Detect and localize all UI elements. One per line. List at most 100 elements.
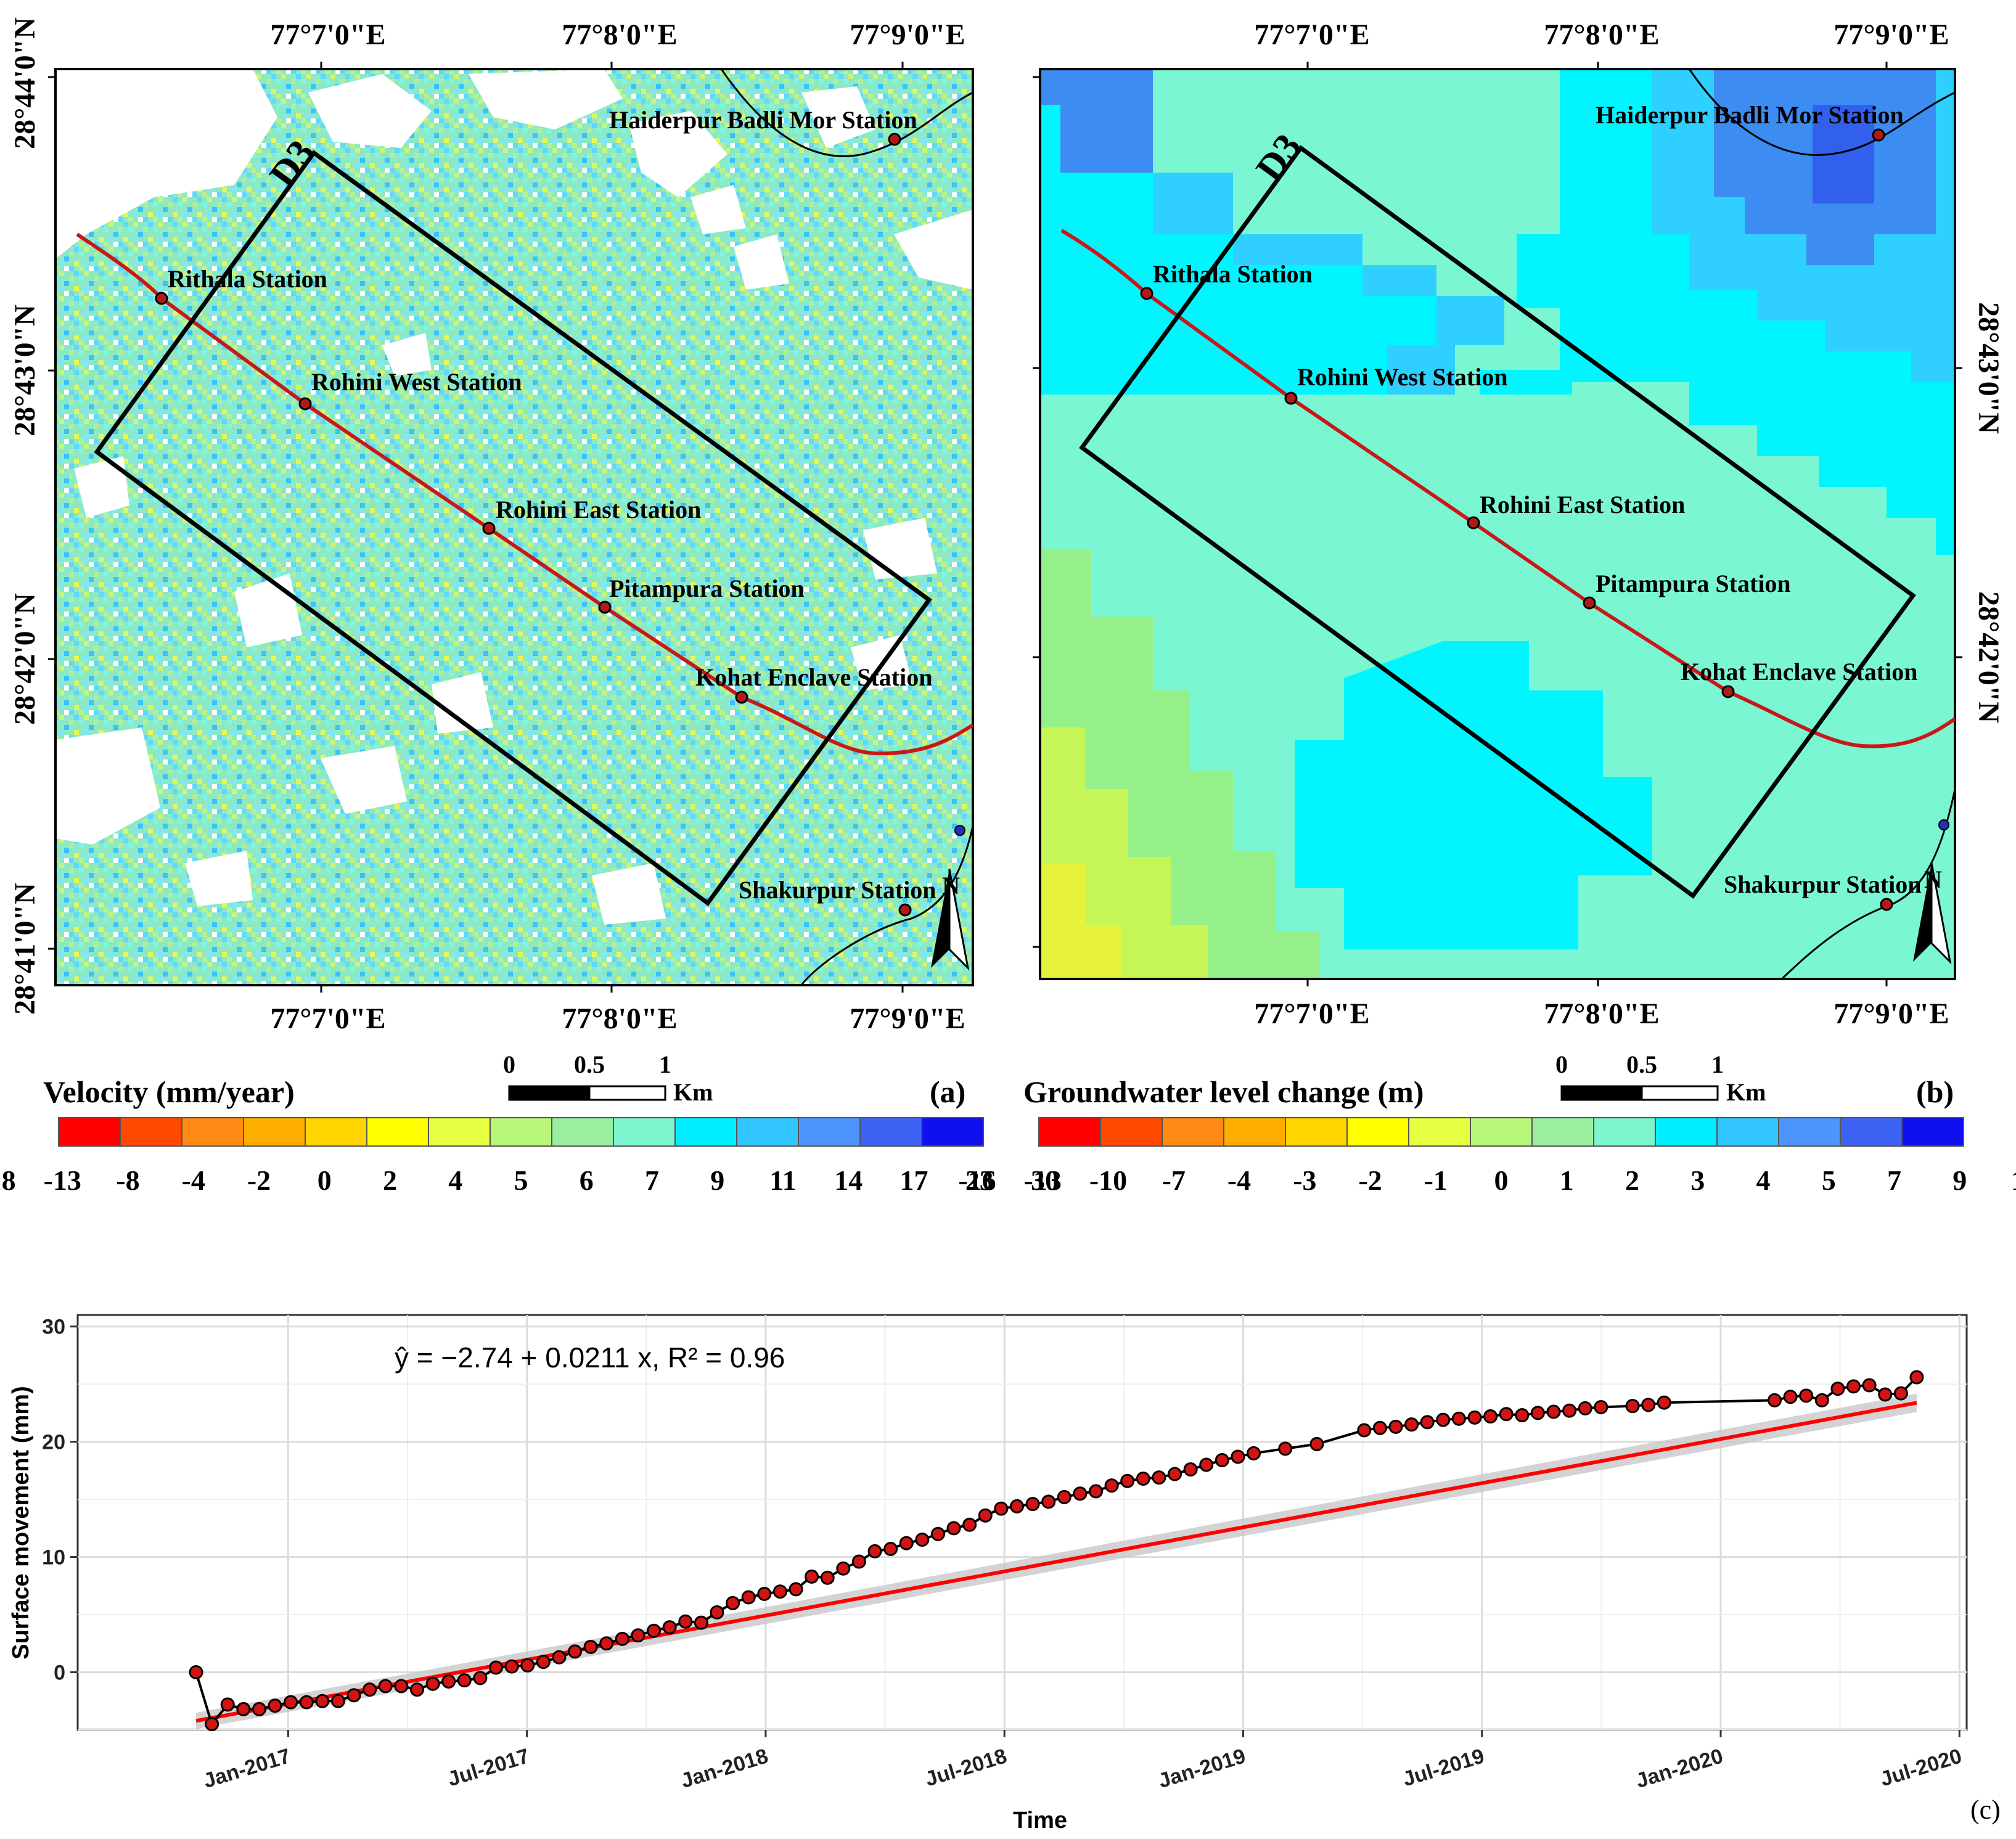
legend-swatch [613, 1117, 676, 1147]
legend-swatch [305, 1117, 367, 1147]
data-point [1546, 1404, 1561, 1419]
data-point [1530, 1406, 1545, 1420]
legend-tick-label: 0 [318, 1165, 332, 1196]
data-point [205, 1717, 219, 1732]
data-point [378, 1679, 393, 1694]
legend-tick-label: -4 [1227, 1165, 1251, 1196]
x-tick-label: Jan-2017 [200, 1744, 293, 1793]
data-point [1420, 1415, 1435, 1430]
legend-tick-label: 23 [965, 1165, 994, 1196]
data-point [647, 1623, 662, 1638]
data-point [1247, 1446, 1261, 1460]
data-point [805, 1569, 819, 1584]
x-tick-label: Jan-2019 [1156, 1744, 1248, 1793]
data-point [1136, 1471, 1150, 1486]
data-point [1451, 1411, 1466, 1426]
data-point [678, 1614, 693, 1629]
data-point [504, 1659, 519, 1674]
data-point [1057, 1489, 1072, 1504]
data-point [662, 1620, 677, 1635]
station-label: Rithala Station [168, 265, 327, 293]
legend-swatch [859, 1117, 922, 1147]
data-point [978, 1508, 993, 1523]
lon-label: 77°7'0"E [1254, 997, 1369, 1030]
legend-swatch [366, 1117, 429, 1147]
scale-unit: Km [1726, 1078, 1766, 1106]
lon-label: 77°8'0"E [562, 1002, 677, 1035]
data-point [1073, 1486, 1088, 1501]
legend-tick-label: 5 [1822, 1165, 1836, 1196]
station-label: Kohat Enclave Station [1681, 658, 1917, 686]
data-point [899, 1536, 914, 1550]
lon-label: 77°7'0"E [270, 18, 385, 51]
data-point [883, 1541, 898, 1556]
x-tick-label: Jul-2019 [1400, 1744, 1487, 1791]
data-point [1878, 1387, 1893, 1402]
legend-tick-label: 6 [580, 1165, 594, 1196]
metro-line-top [720, 69, 973, 157]
lon-label: 77°7'0"E [1254, 18, 1369, 51]
data-point [409, 1682, 424, 1697]
legend-swatch [181, 1117, 244, 1147]
data-point [189, 1665, 203, 1680]
lat-label: 28°43'0"N [1972, 302, 2005, 434]
legend-swatch [1038, 1117, 1101, 1147]
data-point [1168, 1467, 1182, 1481]
data-point [757, 1586, 772, 1601]
panel-label: (a) [930, 1075, 965, 1109]
legend-tick-label: 4 [448, 1165, 462, 1196]
data-point [583, 1639, 598, 1654]
legend-tick-label: 2 [383, 1165, 397, 1196]
legend-swatch [243, 1117, 306, 1147]
station-label: Rohini East Station [496, 496, 701, 523]
legend-swatch [1285, 1117, 1348, 1147]
velocity-map: D3 Haiderpur Badli Mor Station Rithala S… [0, 17, 1059, 1196]
x-tick-label: Jul-2017 [445, 1744, 532, 1791]
data-point [946, 1521, 961, 1536]
data-point [1799, 1388, 1814, 1403]
x-axis-title: Time [1013, 1808, 1067, 1833]
legend-swatch [1470, 1117, 1533, 1147]
north-arrow-icon: N [931, 869, 970, 971]
time-series-chart: Jan-2017 Jul-2017 Jan-2018 Jul-2018 Jan-2019… [8, 1314, 2001, 1833]
data-point [536, 1655, 551, 1669]
y-tick-label: 0 [54, 1661, 65, 1685]
lat-label: 28°42'0"N [1972, 591, 2005, 723]
groundwater-map: D3 Haiderpur Badli Mor Station Rithala S… [958, 18, 2016, 1196]
x-tick-label: Jul-2020 [1877, 1744, 1964, 1791]
legend-swatch [120, 1117, 182, 1147]
legend-tick-label: 5 [514, 1165, 528, 1196]
north-arrow-icon: N [1913, 862, 1952, 965]
legend-swatch [428, 1117, 491, 1147]
data-point [694, 1615, 708, 1630]
metro-line-bottom [800, 825, 973, 985]
data-point [220, 1697, 235, 1712]
data-point [299, 1695, 314, 1710]
scale-bar: 0 0.5 1 Km [503, 1051, 713, 1106]
legend-tick-label: 0 [1494, 1165, 1509, 1196]
legend-swatch [1593, 1117, 1656, 1147]
data-point [1041, 1494, 1056, 1509]
legend-tick-label: -10 [1089, 1165, 1127, 1196]
legend-tick-label: 4 [1756, 1165, 1771, 1196]
legend-swatch [1901, 1117, 1964, 1147]
x-tick-label: Jan-2018 [678, 1744, 771, 1793]
data-point [1893, 1386, 1908, 1401]
legend-swatch [58, 1117, 121, 1147]
regression-equation: ŷ = −2.74 + 0.0211 x, R² = 0.96 [395, 1341, 785, 1374]
data-point [599, 1636, 614, 1651]
lon-label: 77°9'0"E [1834, 997, 1949, 1030]
data-point [1483, 1409, 1498, 1424]
svg-text:N: N [1924, 866, 1942, 893]
legend-tick-label: -3 [1293, 1165, 1316, 1196]
legend-tick-label: -13 [44, 1165, 81, 1196]
station-label: Shakurpur Station [739, 876, 936, 904]
data-point [252, 1702, 266, 1716]
data-point [930, 1526, 945, 1541]
data-point [1578, 1401, 1592, 1415]
station-label: Rohini West Station [1297, 363, 1508, 391]
lon-label: 77°9'0"E [850, 18, 965, 51]
scale-tick: 1 [1711, 1051, 1724, 1078]
data-point [363, 1682, 377, 1697]
legend-swatch [798, 1117, 861, 1147]
